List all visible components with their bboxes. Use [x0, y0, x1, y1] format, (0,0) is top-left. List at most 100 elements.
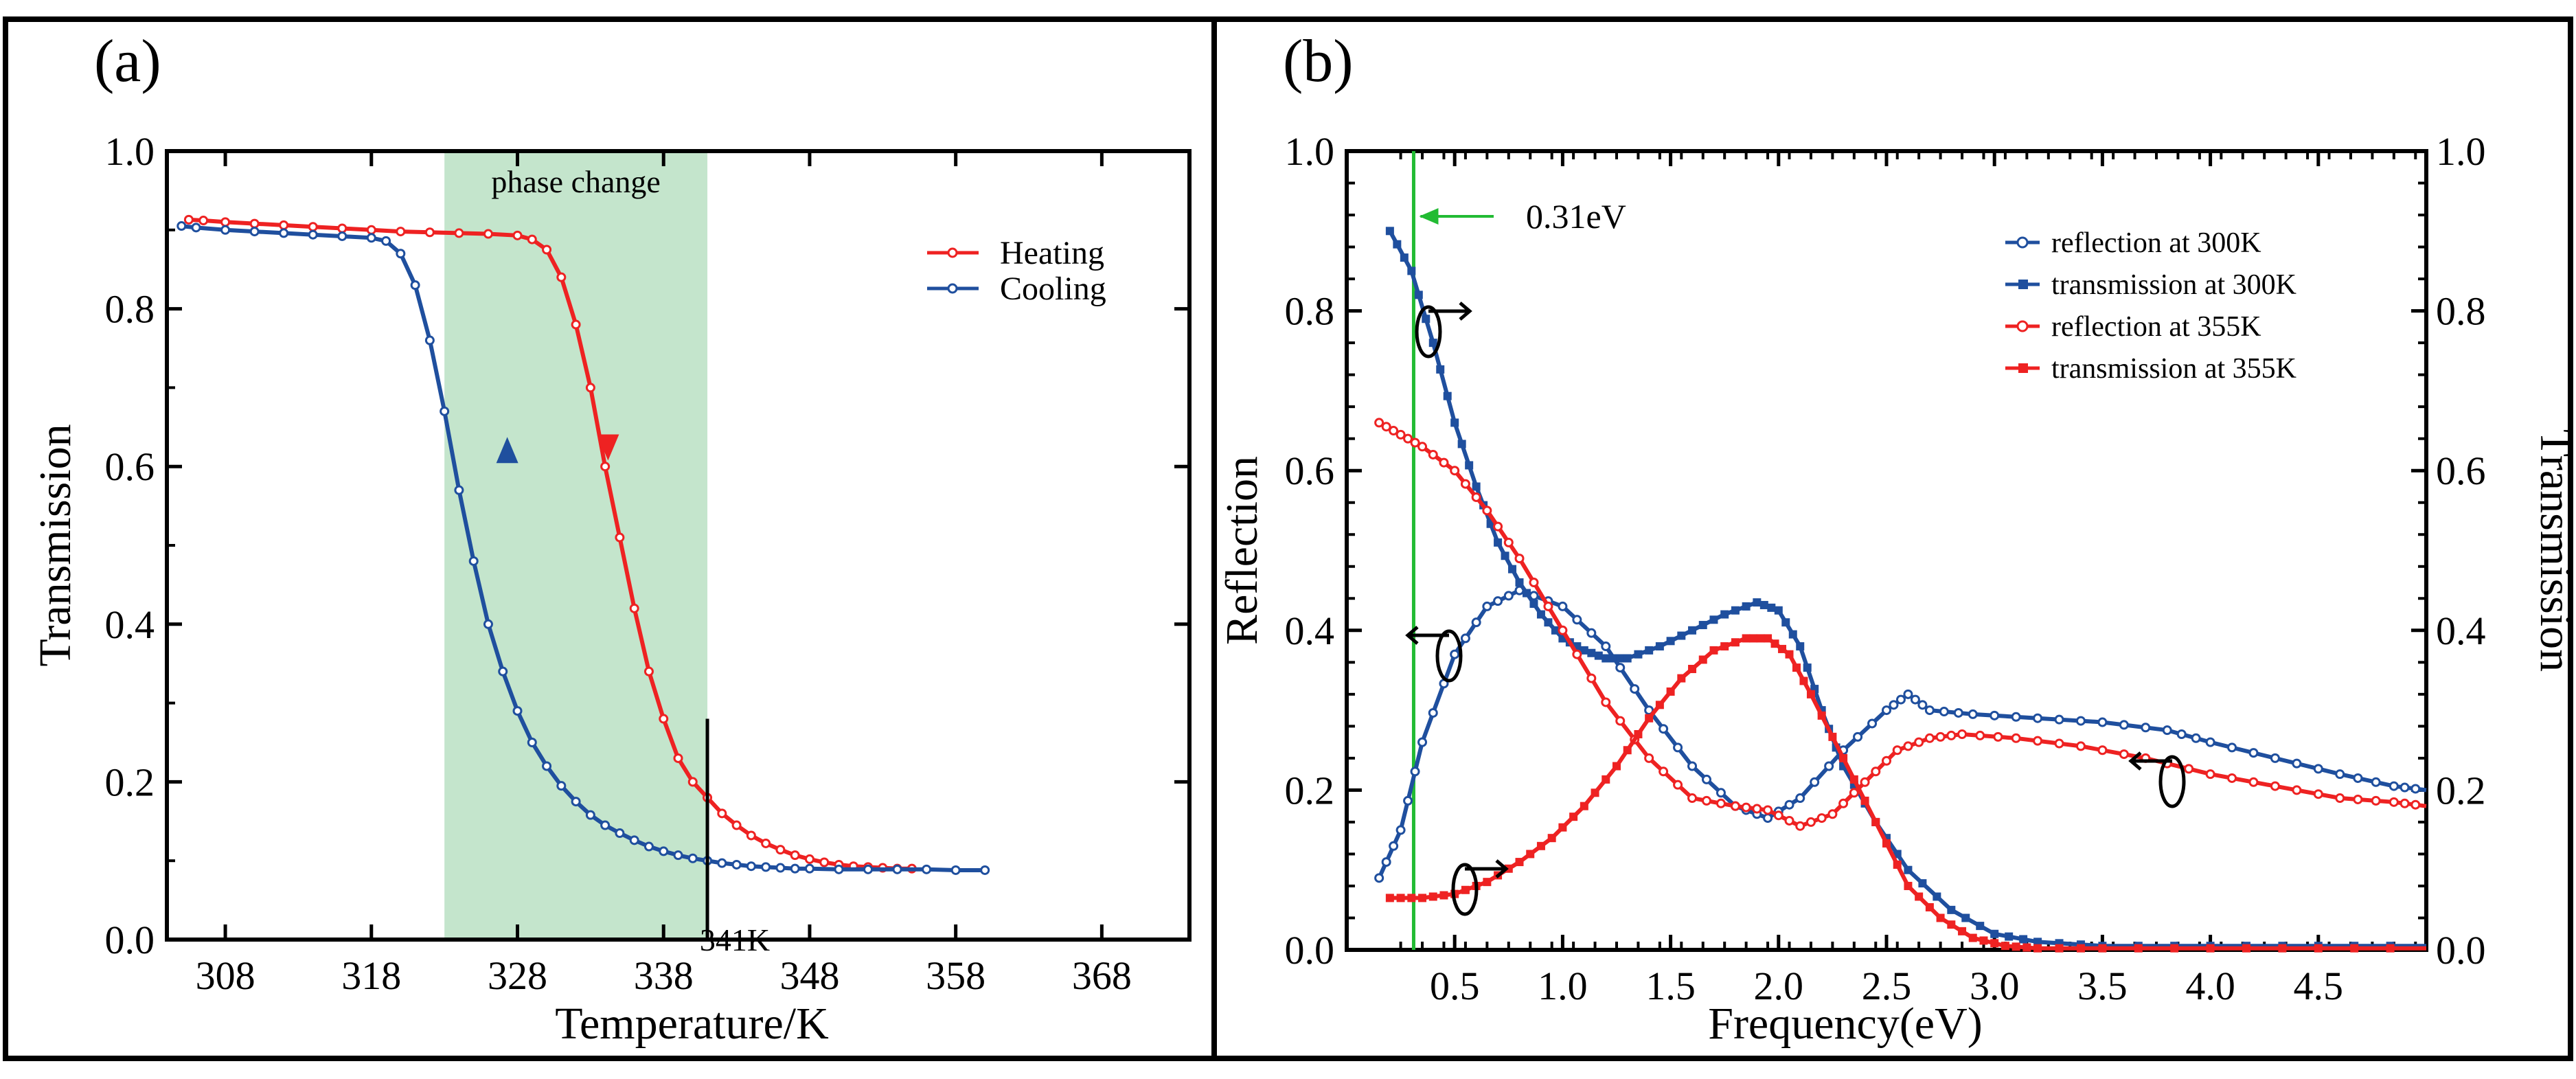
panel-a-label: (a) [94, 28, 161, 95]
data-point [1882, 756, 1891, 766]
data-point [1616, 654, 1625, 663]
data-point [1892, 745, 1902, 756]
data-point [1504, 864, 1513, 873]
data-point [1918, 879, 1927, 888]
data-point [717, 858, 727, 868]
data-point [1975, 730, 1985, 740]
data-point [381, 236, 391, 246]
data-point [1764, 634, 1773, 643]
data-point [1400, 253, 1409, 262]
legend-label: Heating [1000, 235, 1104, 271]
data-point [1536, 841, 1545, 850]
data-point [1385, 894, 1394, 902]
data-point [1543, 601, 1553, 611]
data-point [1961, 913, 1970, 922]
data-point [1958, 927, 1967, 935]
data-point [1634, 729, 1643, 738]
y2-tick-label: 0.6 [2436, 448, 2486, 493]
data-point [1935, 731, 1946, 742]
data-point [1903, 741, 1913, 751]
data-point [1536, 610, 1545, 619]
data-point [468, 556, 479, 566]
data-point [1410, 766, 1420, 777]
data-point [366, 233, 376, 243]
data-point [1763, 805, 1773, 815]
data-point [2205, 737, 2215, 747]
data-point [279, 228, 289, 238]
data-point [1494, 538, 1503, 547]
data-point [1910, 694, 1920, 705]
data-point [396, 249, 406, 259]
data-point [337, 223, 347, 234]
data-point [1853, 731, 1863, 742]
data-point [1939, 707, 1949, 717]
data-point [2075, 741, 2086, 751]
data-point [1763, 813, 1773, 824]
data-point [1990, 710, 2000, 720]
data-point [1558, 601, 1568, 611]
data-point [1395, 825, 1406, 835]
data-point [1838, 798, 1849, 808]
data-point [249, 218, 260, 229]
data-point [1903, 689, 1913, 699]
data-point [1968, 709, 1978, 719]
data-point [1501, 552, 1509, 560]
data-point [1410, 438, 1420, 448]
data-point [1803, 663, 1812, 672]
legend-marker [947, 283, 958, 294]
x-tick-label: 348 [779, 953, 839, 998]
panel-b-label: (b) [1283, 28, 1354, 95]
y-tick-label: 1.0 [105, 129, 155, 174]
data-point [1731, 638, 1740, 647]
data-point [1381, 422, 1391, 432]
data-point [1860, 777, 1870, 787]
data-point [1784, 799, 1794, 810]
data-point [440, 406, 450, 416]
data-point [2371, 777, 2381, 787]
data-point [424, 335, 435, 345]
data-point [1882, 839, 1891, 848]
data-point [2176, 729, 2187, 739]
data-point [1849, 788, 1859, 798]
data-point [366, 225, 376, 235]
x-tick-label: 308 [196, 953, 255, 998]
data-point [483, 229, 493, 239]
data-point [1702, 795, 1711, 806]
data-point [1569, 813, 1578, 821]
data-point [2400, 798, 2410, 808]
data-point [1742, 602, 1751, 611]
data-point [1698, 621, 1707, 630]
y-tick-label: 0.2 [105, 760, 155, 804]
data-point [615, 828, 625, 839]
legend-label: transmission at 300K [2051, 269, 2296, 301]
data-point [1741, 802, 1751, 813]
panel-a-chart: phase change 0.0 0.2 0.4 0.6 0.8 1.0 308 318 328 3… [30, 129, 1192, 1049]
data-point [220, 225, 231, 235]
data-point [556, 272, 567, 282]
data-point [1591, 788, 1599, 797]
data-point [1594, 651, 1603, 660]
data-point [819, 857, 830, 867]
data-point [1436, 365, 1445, 374]
data-point [1839, 753, 1848, 762]
data-point [1742, 634, 1751, 643]
data-point [1439, 891, 1448, 900]
data-point [1655, 701, 1664, 709]
data-point [717, 808, 727, 819]
data-point [2033, 944, 2042, 953]
data-point [1483, 878, 1492, 887]
x-tick-label: 2.0 [1754, 964, 1804, 1008]
data-point [1799, 677, 1808, 685]
data-point [1784, 815, 1794, 826]
data-point [1698, 655, 1707, 664]
data-point [1523, 589, 1531, 598]
data-point [176, 221, 187, 231]
data-point [183, 214, 194, 225]
data-point [1460, 633, 1470, 644]
data-point [1947, 905, 1956, 914]
data-point [1659, 724, 1669, 734]
y2-tick-label: 0.8 [2436, 289, 2486, 334]
data-point [1957, 729, 1968, 739]
indicator-transmission-355k-arrowhead [1495, 859, 1509, 878]
data-point [2076, 944, 2085, 953]
